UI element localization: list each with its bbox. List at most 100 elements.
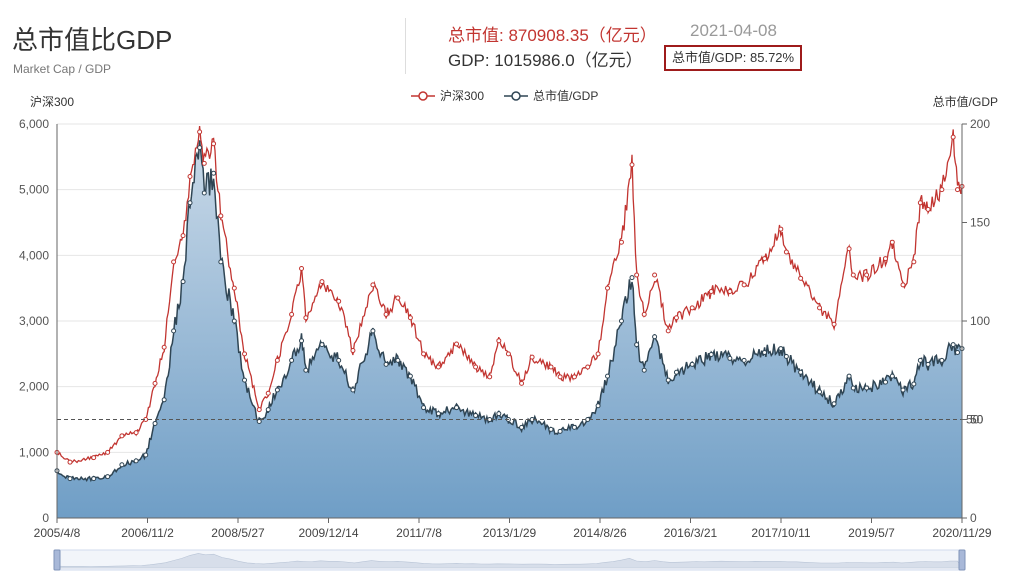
ratio-point bbox=[211, 170, 217, 176]
zoom-handle[interactable] bbox=[958, 549, 966, 571]
ratio-point bbox=[336, 357, 342, 363]
hs300-point bbox=[689, 305, 695, 311]
hs300-point bbox=[571, 374, 577, 380]
ratio-point bbox=[370, 328, 376, 334]
hs300-point bbox=[889, 239, 895, 245]
hs300-point bbox=[846, 246, 852, 252]
hs300-point bbox=[289, 311, 295, 317]
hs300-point bbox=[383, 311, 389, 317]
x-tick-label: 2019/5/7 bbox=[848, 526, 895, 540]
y-right-tick-label: 150 bbox=[970, 216, 990, 230]
hs300-point bbox=[548, 364, 554, 370]
ratio-point bbox=[864, 385, 870, 391]
zoom-handle[interactable] bbox=[53, 549, 61, 571]
ratio-point bbox=[256, 418, 262, 424]
hs300-point bbox=[900, 282, 906, 288]
ratio-line bbox=[56, 140, 963, 483]
ratio-point bbox=[265, 407, 271, 413]
hs300-point bbox=[454, 341, 460, 347]
x-tick-label: 2017/10/11 bbox=[751, 526, 810, 540]
ratio-point bbox=[187, 200, 193, 206]
ratio-point bbox=[548, 426, 554, 432]
ratio-point bbox=[783, 353, 789, 359]
hs300-point bbox=[435, 364, 441, 370]
ratio-point bbox=[846, 373, 852, 379]
ratio-point bbox=[571, 424, 577, 430]
ratio-point bbox=[882, 379, 888, 385]
hs300-point bbox=[303, 315, 309, 321]
hs300-point bbox=[519, 380, 525, 386]
ratio-point bbox=[496, 411, 502, 417]
ratio-point bbox=[605, 373, 611, 379]
hs300-point bbox=[231, 285, 237, 291]
hs300-point bbox=[407, 315, 413, 321]
hs300-point bbox=[265, 390, 271, 396]
y-left-tick-label: 5,000 bbox=[19, 183, 49, 197]
ratio-point bbox=[197, 145, 203, 151]
hs300-point bbox=[925, 206, 931, 212]
hs300-point bbox=[242, 351, 248, 357]
ratio-point bbox=[889, 373, 895, 379]
hs300-point bbox=[133, 430, 139, 436]
hs300-point bbox=[741, 282, 747, 288]
hs300-point bbox=[180, 233, 186, 239]
y-right-tick-label: 200 bbox=[970, 117, 990, 131]
x-tick-label: 2006/11/2 bbox=[121, 526, 174, 540]
hs300-point bbox=[817, 305, 823, 311]
x-tick-label: 2020/11/29 bbox=[932, 526, 991, 540]
ratio-point bbox=[180, 279, 186, 285]
ratio-point bbox=[435, 411, 441, 417]
hs300-point bbox=[421, 351, 427, 357]
ratio-point bbox=[741, 357, 747, 363]
ratio-point bbox=[67, 476, 73, 482]
hs300-point bbox=[197, 129, 203, 135]
x-tick-label: 2011/7/8 bbox=[396, 526, 442, 540]
ratio-point bbox=[119, 462, 125, 468]
hs300-point bbox=[496, 338, 502, 344]
ratio-point bbox=[917, 357, 923, 363]
y-right-tick-label: 0 bbox=[970, 511, 977, 525]
ratio-point bbox=[708, 351, 714, 357]
x-tick-label: 2013/1/29 bbox=[483, 526, 537, 540]
hs300-point bbox=[641, 311, 647, 317]
ratio-point bbox=[950, 342, 956, 348]
hs300-point bbox=[171, 259, 177, 265]
hs300-point bbox=[708, 288, 714, 294]
ratio-point bbox=[519, 424, 525, 430]
hs300-point bbox=[831, 321, 837, 327]
gdp-value: GDP: 1015986.0（亿元） bbox=[448, 51, 643, 70]
hs300-point bbox=[557, 374, 563, 380]
hs300-point bbox=[778, 226, 784, 232]
market-cap-value: 总市值: 870908.35（亿元） bbox=[448, 26, 657, 45]
ratio-point bbox=[383, 361, 389, 367]
ratio-point bbox=[350, 387, 356, 393]
hs300-point bbox=[187, 174, 193, 180]
y-right-tick-label: 100 bbox=[970, 314, 990, 328]
hs300-point bbox=[798, 275, 804, 281]
hs300-point bbox=[299, 265, 305, 271]
ratio-point bbox=[850, 385, 856, 391]
ratio-point bbox=[665, 377, 671, 383]
hs300-point bbox=[911, 259, 917, 265]
ratio-point bbox=[231, 318, 237, 324]
ratio-point bbox=[939, 357, 945, 363]
ratio-point bbox=[557, 428, 563, 434]
reference-line-label: 50 bbox=[966, 413, 980, 427]
ratio-point bbox=[629, 275, 635, 281]
hs300-point bbox=[783, 249, 789, 255]
hs300-point bbox=[274, 357, 280, 363]
ratio-point bbox=[421, 405, 427, 411]
ratio-point bbox=[618, 318, 624, 324]
hs300-point bbox=[91, 455, 97, 461]
y-left-tick-label: 6,000 bbox=[19, 117, 49, 131]
legend-marker bbox=[418, 91, 428, 101]
ratio-highlight-box: 总市值/GDP: 85.72% bbox=[664, 45, 803, 71]
ratio-point bbox=[91, 476, 97, 482]
ratio-point bbox=[289, 357, 295, 363]
hs300-point bbox=[665, 328, 671, 334]
ratio-point bbox=[673, 369, 679, 375]
ratio-point bbox=[634, 342, 640, 348]
ratio-point bbox=[299, 338, 305, 344]
hs300-point bbox=[850, 272, 856, 278]
legend-label: 总市值/GDP bbox=[533, 88, 598, 103]
